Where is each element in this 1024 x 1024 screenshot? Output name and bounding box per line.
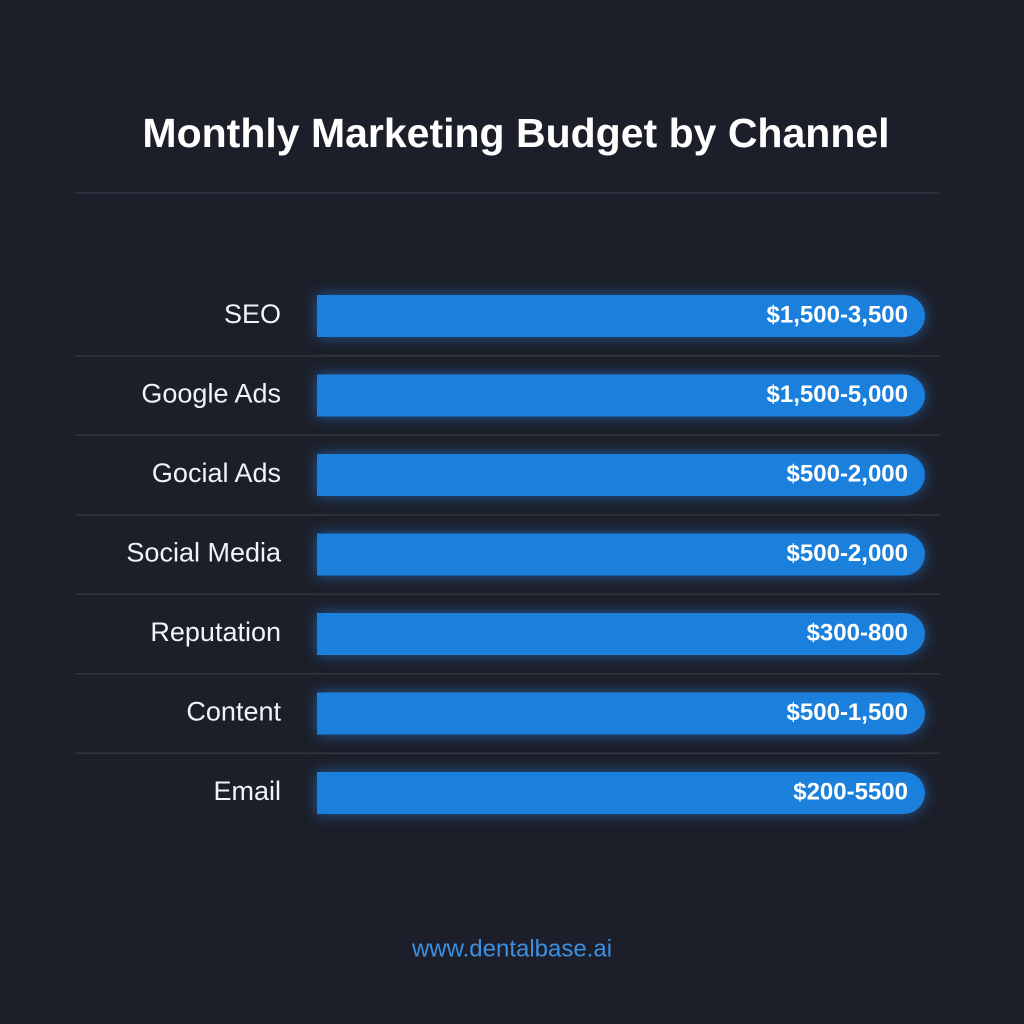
title: Monthly Marketing Budget by Channel [142,110,889,156]
bar [317,374,925,417]
row-range: $500-2,000 [787,540,908,567]
row-range: $1,500-5,000 [767,381,908,408]
row-range: $500-1,500 [787,699,908,726]
bar [317,772,925,814]
row-range: $1,500-3,500 [767,301,908,328]
row-label: Google Ads [141,379,281,409]
row-label: Reputation [150,617,281,647]
bar [317,533,925,576]
row-label: SEO [224,299,281,329]
rows: SEO $1,500-3,500 Google Ads $1,500-5,000 Goc… [75,295,940,814]
bar [317,613,925,655]
row-label: Social Media [126,538,282,568]
row-range: $200-5500 [793,778,908,805]
row-label: Email [213,776,281,806]
footer: www.dentalbase.ai [411,935,612,962]
bar [317,692,925,735]
row-label: Gocial Ads [152,458,281,488]
row-label: Content [186,697,281,727]
row-range: $300-800 [807,619,908,646]
row-range: $500-2,000 [787,460,908,487]
bar [317,295,925,337]
bar [317,454,925,496]
